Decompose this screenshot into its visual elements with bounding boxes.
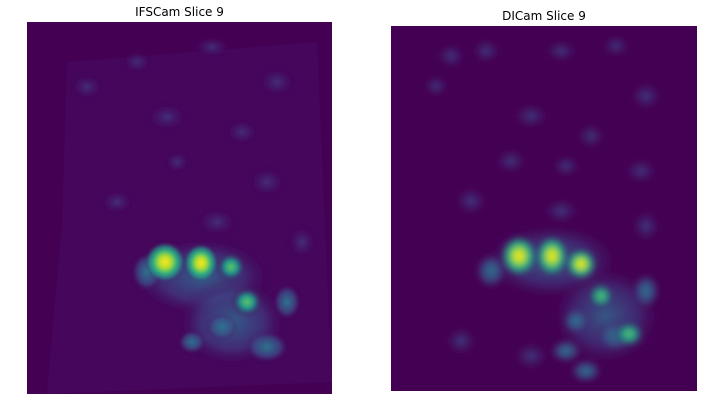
ifscam-slice-image	[27, 22, 332, 394]
dicam-slice-image	[391, 26, 697, 391]
panel-title-ifscam: IFSCam Slice 9	[135, 5, 224, 19]
panel-title-dicam: DICam Slice 9	[502, 9, 586, 23]
